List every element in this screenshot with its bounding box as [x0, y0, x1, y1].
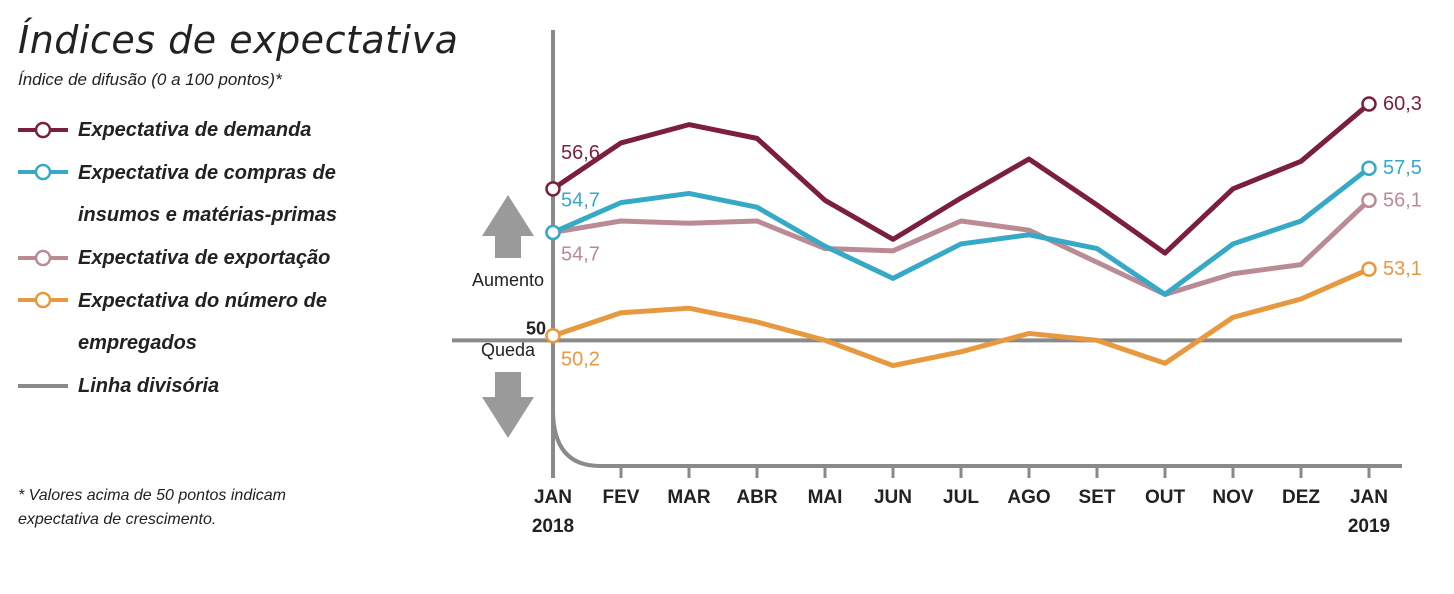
- series-endpoint: [545, 181, 561, 197]
- x-tick-label: OUT: [1145, 487, 1186, 508]
- data-label-start: 54,7: [561, 243, 600, 265]
- data-label-start: 54,7: [561, 189, 600, 211]
- down-label: Queda: [481, 340, 536, 360]
- x-tick-label: MAR: [667, 487, 711, 508]
- x-tick-label: DEZ: [1282, 487, 1320, 508]
- x-tick-year: 2018: [532, 516, 574, 537]
- legend-item-demanda: Expectativa de demanda: [18, 118, 428, 160]
- legend-label: Linha divisória: [78, 375, 220, 397]
- series-group: 50,2 53,1 54,7 56,1 54,7 57,5 56,6 60,3: [545, 93, 1422, 371]
- x-tick-label: JAN: [534, 487, 572, 508]
- legend-swatch-divisoria: [18, 374, 68, 398]
- fifty-label: 50: [526, 318, 546, 338]
- legend-label: Expectativa de demanda: [78, 119, 312, 141]
- data-label-end: 56,1: [1383, 189, 1422, 211]
- x-ticks: JAN 2018 FEV MAR ABR MAI JUN JUL AGO SET OUT NOV DEZ…: [532, 466, 1390, 537]
- x-tick-label: NOV: [1212, 487, 1254, 508]
- up-label: Aumento: [472, 270, 544, 290]
- x-tick-label: SET: [1079, 487, 1116, 508]
- series-endpoint: [1361, 96, 1377, 112]
- legend-swatch-empregados: [18, 288, 68, 312]
- series-endpoint: [545, 224, 561, 241]
- x-tick-year: 2019: [1348, 516, 1390, 537]
- legend-item-exportacao: Expectativa de exportação: [18, 246, 428, 288]
- x-axis: [551, 409, 1402, 468]
- x-tick-label: MAI: [808, 487, 843, 508]
- legend: Expectativa de demanda Expectativa de co…: [18, 118, 428, 416]
- series-line: [552, 266, 1371, 369]
- legend-item-compras: Expectativa de compras de insumos e maté…: [18, 160, 428, 246]
- series-line: [551, 102, 1371, 256]
- x-tick-label: JUN: [874, 487, 912, 508]
- x-tick-label: ABR: [736, 487, 777, 508]
- series-endpoint: [545, 327, 561, 344]
- x-tick-label: JAN: [1350, 487, 1388, 508]
- data-label-end: 53,1: [1383, 258, 1422, 280]
- series-line: [551, 166, 1371, 297]
- up-arrow-icon: [482, 195, 534, 258]
- series-line: [552, 198, 1371, 297]
- legend-swatch-demanda: [18, 118, 68, 142]
- legend-item-divisoria: Linha divisória: [18, 374, 428, 416]
- x-tick-label: JUL: [943, 487, 979, 508]
- data-label-start: 50,2: [561, 349, 600, 371]
- series-endpoint: [1361, 192, 1377, 209]
- data-label-end: 60,3: [1383, 93, 1422, 115]
- legend-swatch-exportacao: [18, 246, 68, 270]
- x-tick-label: AGO: [1007, 487, 1050, 508]
- down-arrow-icon: [482, 372, 534, 438]
- legend-label: Expectativa do número de empregados: [78, 290, 327, 354]
- footnote: * Valores acima de 50 pontos indicam exp…: [18, 487, 286, 528]
- data-label-end: 57,5: [1383, 157, 1422, 179]
- series-endpoint: [1361, 160, 1377, 176]
- legend-swatch-compras: [18, 160, 68, 184]
- chart-subtitle: Índice de difusão (0 a 100 pontos)*: [18, 70, 282, 89]
- legend-label: Expectativa de compras de insumos e maté…: [78, 162, 337, 226]
- x-tick-label: FEV: [603, 487, 640, 508]
- legend-item-empregados: Expectativa do número de empregados: [18, 288, 428, 374]
- series-endpoint: [1361, 261, 1377, 277]
- data-label-start: 56,6: [561, 142, 600, 164]
- legend-label: Expectativa de exportação: [78, 247, 331, 269]
- chart-title: Índices de expectativa: [18, 18, 459, 62]
